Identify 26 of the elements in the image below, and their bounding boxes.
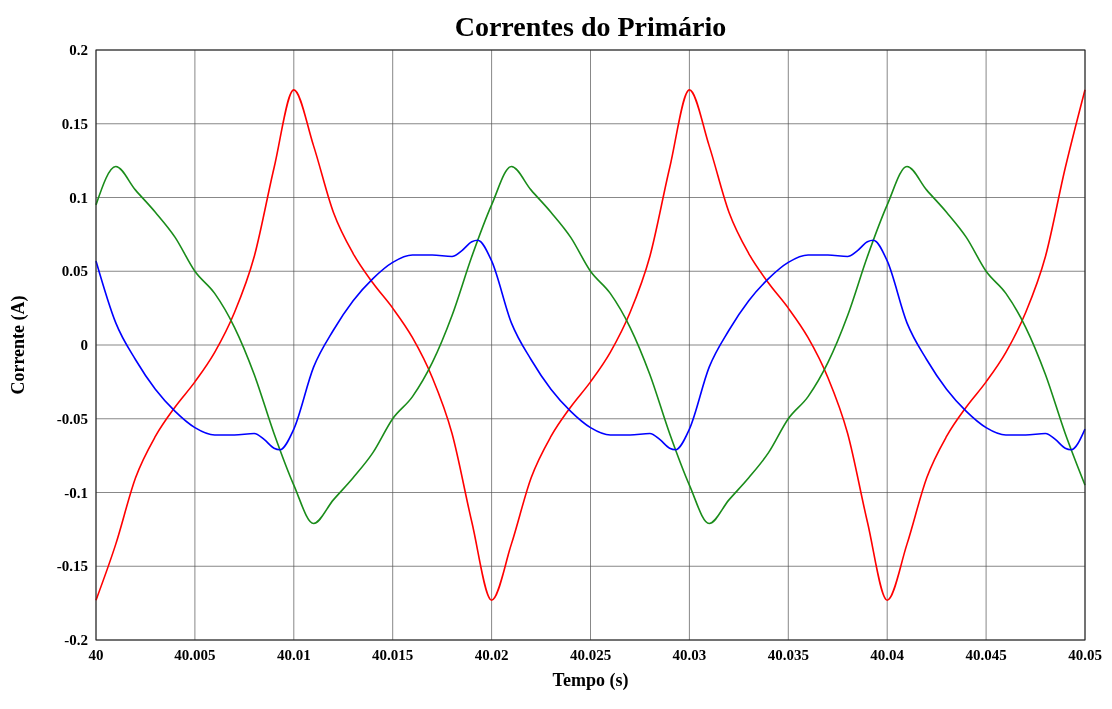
y-tick-label: 0.05: [61, 263, 88, 280]
y-tick-label: 0: [80, 337, 88, 353]
y-tick-label: -0.15: [56, 558, 88, 575]
x-tick-label: 40.015: [372, 647, 414, 663]
y-tick-label: -0.1: [64, 484, 88, 501]
y-tick-label: 0.15: [61, 115, 88, 132]
x-tick-label: 40.02: [474, 647, 509, 663]
x-tick-label: 40.04: [870, 647, 905, 663]
line-series: [95, 239, 1086, 451]
y-tick-label: -0.2: [64, 632, 88, 648]
x-tick-label: 40.05: [1068, 647, 1102, 663]
y-axis-title: Corrente (A): [8, 295, 29, 395]
x-tick-label: 40.005: [174, 647, 216, 663]
line-series: [95, 165, 1086, 525]
x-tick-label: 40.025: [569, 647, 612, 663]
x-tick-label: 40.045: [965, 647, 1007, 663]
y-tick-label: 0.2: [69, 42, 88, 58]
x-tick-label: 40.01: [276, 647, 311, 663]
x-axis-title: Tempo (s): [552, 670, 629, 691]
x-tick-label: 40.03: [672, 647, 707, 663]
y-tick-label: -0.05: [56, 410, 88, 427]
x-tick-label: 40: [88, 647, 104, 663]
y-tick-label: 0.1: [69, 189, 88, 206]
x-tick-label: 40.035: [767, 647, 809, 663]
line-series: [95, 89, 1086, 601]
chart-title: Correntes do Primário: [454, 11, 727, 42]
